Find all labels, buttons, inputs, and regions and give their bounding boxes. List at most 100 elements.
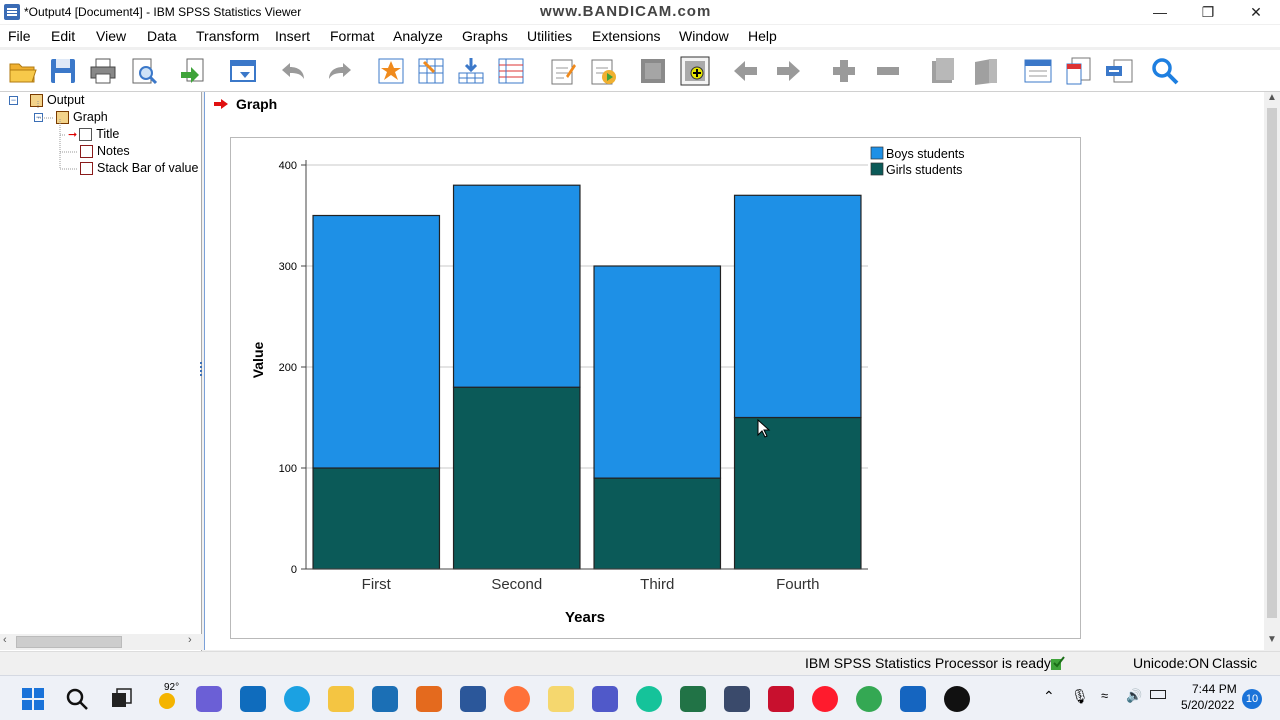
select-last-output-icon[interactable]: [638, 56, 668, 86]
graph-heading[interactable]: Graph: [214, 96, 277, 112]
menu-analyze[interactable]: Analyze: [393, 28, 443, 44]
axes: 0 100 200 300 400 First Second Third Fourth: [279, 160, 868, 593]
tree-item-graph[interactable]: Graph: [56, 110, 108, 124]
hide-icon[interactable]: [971, 56, 1001, 86]
mathematica-icon[interactable]: [768, 686, 794, 712]
firefox-icon[interactable]: [504, 686, 530, 712]
word-icon[interactable]: [460, 686, 486, 712]
graph-heading-label: Graph: [236, 96, 278, 112]
task-view-icon[interactable]: [108, 686, 134, 712]
scroll-right-arrow-icon[interactable]: ›: [188, 634, 192, 646]
clock-date[interactable]: 5/20/2022: [1181, 698, 1235, 712]
search-icon[interactable]: [64, 686, 90, 712]
legend-swatch-girls: [870, 162, 884, 176]
maple-icon[interactable]: [372, 686, 398, 712]
menu-help[interactable]: Help: [748, 28, 777, 44]
weather-icon[interactable]: [154, 686, 180, 712]
tree-item-title[interactable]: ➞ Title: [68, 127, 119, 141]
outline-horizontal-scrollbar[interactable]: ‹ ›: [0, 634, 202, 650]
toolbar: [0, 50, 1280, 92]
vertical-scroll-thumb[interactable]: [1267, 108, 1277, 618]
recall-dialog-icon[interactable]: [228, 56, 258, 86]
print-icon[interactable]: [88, 56, 118, 86]
maximize-button[interactable]: ❐: [1201, 3, 1215, 20]
previous-arrow-icon[interactable]: [730, 56, 760, 86]
scroll-down-arrow-icon[interactable]: ▼: [1267, 634, 1277, 645]
print-preview-icon[interactable]: [129, 56, 159, 86]
matlab-icon[interactable]: [416, 686, 442, 712]
tree-label-graph: Graph: [73, 110, 108, 124]
minimize-button[interactable]: —: [1153, 4, 1167, 20]
tree-item-output[interactable]: Output: [30, 93, 85, 107]
file-explorer-icon[interactable]: [328, 686, 354, 712]
menu-edit[interactable]: Edit: [51, 28, 76, 44]
designate-window-icon[interactable]: [548, 56, 578, 86]
grammarly-icon[interactable]: [636, 686, 662, 712]
run-script-icon[interactable]: [588, 56, 618, 86]
undo-icon[interactable]: [278, 56, 308, 86]
current-item-arrow-icon: [214, 99, 228, 109]
tray-overflow-icon[interactable]: ⌃: [1043, 688, 1055, 704]
bandicam-record-icon[interactable]: [944, 686, 970, 712]
scroll-thumb[interactable]: [16, 636, 122, 648]
tree-item-stack-bar[interactable]: Stack Bar of value: [80, 161, 198, 175]
collapse-icon[interactable]: [873, 56, 903, 86]
title-doc-icon: [79, 127, 93, 141]
stacked-bar-chart: 0 100 200 300 400 First Second Third Fourth Valu…: [250, 146, 965, 626]
menu-utilities[interactable]: Utilities: [527, 28, 573, 44]
microphone-icon[interactable]: 🎙: [1071, 688, 1089, 704]
export-icon[interactable]: [178, 56, 208, 86]
menu-format[interactable]: Format: [330, 28, 375, 44]
battery-icon[interactable]: [1150, 690, 1166, 699]
minitab-icon[interactable]: [548, 686, 574, 712]
next-arrow-icon[interactable]: [774, 56, 804, 86]
chrome-icon[interactable]: [856, 686, 882, 712]
menu-insert[interactable]: Insert: [275, 28, 311, 44]
edge-browser-icon[interactable]: [284, 686, 310, 712]
menu-data[interactable]: Data: [147, 28, 177, 44]
teams-icon[interactable]: [592, 686, 618, 712]
chart-container[interactable]: 0 100 200 300 400 First Second Third Fourth Valu…: [230, 137, 1081, 639]
volume-icon[interactable]: 🔊: [1126, 688, 1143, 703]
menu-window[interactable]: Window: [679, 28, 729, 44]
find-icon[interactable]: [1150, 56, 1180, 86]
collapse-toggle-output[interactable]: −: [9, 95, 18, 105]
insert-text-icon[interactable]: [1104, 56, 1134, 86]
start-windows-icon[interactable]: [20, 686, 46, 712]
clock-time[interactable]: 7:44 PM: [1192, 682, 1237, 696]
opera-icon[interactable]: [812, 686, 838, 712]
wifi-icon[interactable]: ≈: [1101, 688, 1109, 703]
dev-cpp-icon[interactable]: [724, 686, 750, 712]
menu-file[interactable]: File: [8, 28, 31, 44]
notification-badge[interactable]: 10: [1242, 689, 1262, 709]
outlook-icon[interactable]: [240, 686, 266, 712]
pane-splitter-handle[interactable]: [200, 362, 204, 376]
menu-graphs[interactable]: Graphs: [462, 28, 508, 44]
spss-taskbar-icon[interactable]: [900, 686, 926, 712]
redo-icon[interactable]: [325, 56, 355, 86]
save-icon[interactable]: [48, 56, 78, 86]
open-icon[interactable]: [8, 56, 38, 86]
menu-extensions[interactable]: Extensions: [592, 28, 661, 44]
content-vertical-scrollbar[interactable]: ▲ ▼: [1264, 92, 1280, 650]
goto-data-icon[interactable]: [376, 56, 406, 86]
scroll-left-arrow-icon[interactable]: ‹: [3, 634, 7, 646]
show-icon[interactable]: [928, 56, 958, 86]
expand-icon[interactable]: [829, 56, 859, 86]
close-button[interactable]: ✕: [1250, 3, 1262, 20]
menu-transform[interactable]: Transform: [196, 28, 260, 44]
scroll-up-arrow-icon[interactable]: ▲: [1267, 92, 1277, 103]
goto-case-icon[interactable]: [416, 56, 446, 86]
tree-item-notes[interactable]: Notes: [80, 144, 130, 158]
insert-heading-icon[interactable]: [1023, 56, 1053, 86]
menu-view[interactable]: View: [96, 28, 127, 44]
excel-icon[interactable]: [680, 686, 706, 712]
window-title: *Output4 [Document4] - IBM SPSS Statisti…: [24, 5, 302, 19]
teams-chat-icon[interactable]: [196, 686, 222, 712]
bar-girls-students-first: [312, 467, 441, 570]
output-book-icon: [30, 93, 43, 107]
goto-variable-icon[interactable]: [456, 56, 486, 86]
insert-output-icon[interactable]: [680, 56, 710, 86]
variables-icon[interactable]: [496, 56, 526, 86]
insert-title-icon[interactable]: [1064, 56, 1094, 86]
